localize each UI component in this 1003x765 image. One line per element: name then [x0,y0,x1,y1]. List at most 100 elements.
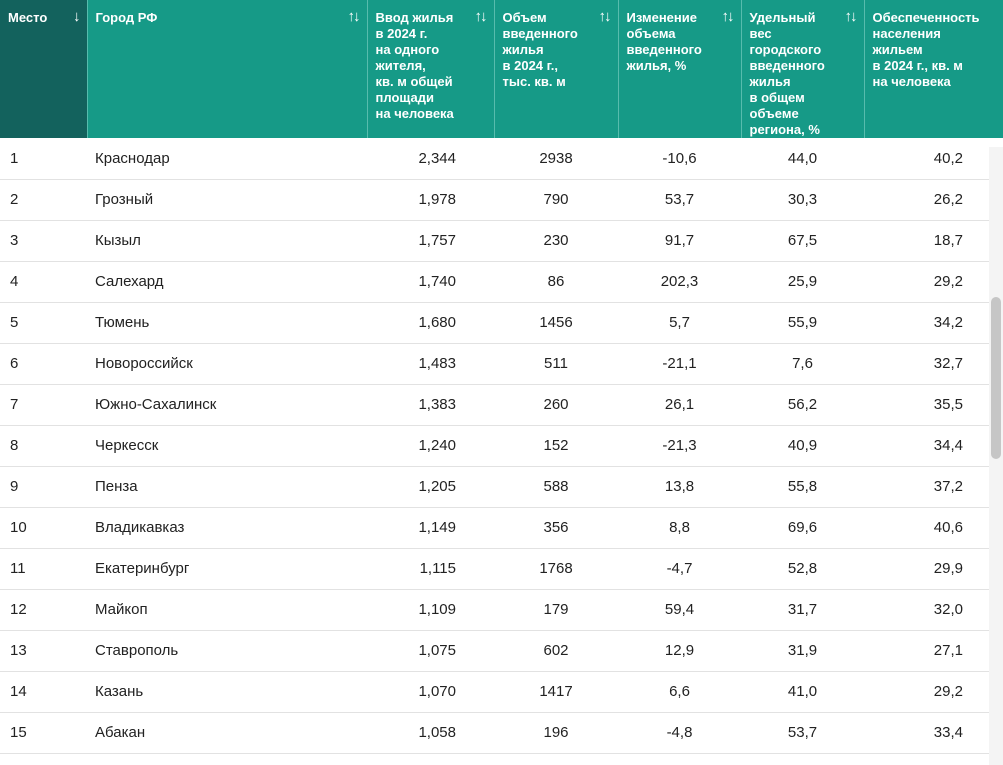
column-header-label: Место [8,10,48,25]
sort-toggle-icon[interactable]: ↑↓ [347,8,361,25]
cell-volume-change: -21,3 [618,425,741,467]
cell-housing-volume: 179 [494,589,618,631]
vertical-scrollbar[interactable] [989,147,1003,765]
table-row[interactable]: 11 Екатеринбург 1,115 1768 -4,7 52,8 29,9 [0,548,1003,590]
cell-housing-per-capita: 1,383 [367,384,494,426]
table-row[interactable]: 12 Майкоп 1,109 179 59,4 31,7 32,0 [0,589,1003,631]
table-row[interactable]: 15 Абакан 1,058 196 -4,8 53,7 33,4 [0,712,1003,754]
cell-city-share: 31,9 [741,630,864,672]
cell-housing-provision: 32,7 [864,343,1003,385]
table-row[interactable]: 6 Новороссийск 1,483 511 -21,1 7,6 32,7 [0,343,1003,385]
column-header-housing-volume[interactable]: Объем введенного жилья в 2024 г., тыс. к… [494,0,619,138]
table-row[interactable]: 13 Ставрополь 1,075 602 12,9 31,9 27,1 [0,630,1003,672]
cell-city-share: 25,9 [741,261,864,303]
scrollbar-thumb[interactable] [991,297,1001,459]
table-row[interactable]: 2 Грозный 1,978 790 53,7 30,3 26,2 [0,179,1003,221]
cell-city: Майкоп [87,589,367,631]
cell-city: Кызыл [87,220,367,262]
sort-toggle-icon[interactable]: ↑↓ [721,8,735,25]
cell-volume-change: 12,9 [618,630,741,672]
cell-housing-volume: 1768 [494,548,618,590]
cell-city: Ставрополь [87,630,367,672]
cell-volume-change: 53,7 [618,179,741,221]
sort-toggle-icon[interactable]: ↑↓ [598,8,612,25]
column-header-housing-per-capita[interactable]: Ввод жилья в 2024 г. на одного жителя, к… [367,0,495,138]
cell-housing-per-capita: 1,205 [367,466,494,508]
cell-volume-change: 91,7 [618,220,741,262]
cell-housing-volume: 260 [494,384,618,426]
table-row[interactable]: 14 Казань 1,070 1417 6,6 41,0 29,2 [0,671,1003,713]
cell-volume-change: 13,8 [618,466,741,508]
cell-housing-provision: 40,2 [864,138,1003,180]
cell-city-share: 40,9 [741,425,864,467]
table-header: Место ↓ Город РФ ↑↓ Ввод жилья в 2024 г.… [0,0,1003,138]
table-row[interactable]: 3 Кызыл 1,757 230 91,7 67,5 18,7 [0,220,1003,262]
cell-city: Пенза [87,466,367,508]
cell-housing-volume: 588 [494,466,618,508]
cell-volume-change: 6,6 [618,671,741,713]
cell-housing-per-capita: 1,058 [367,712,494,754]
cell-housing-provision: 27,1 [864,630,1003,672]
cell-city-share: 67,5 [741,220,864,262]
cell-rank: 15 [0,712,87,754]
column-header-city-share[interactable]: Удельный вес городского введенного жилья… [741,0,865,138]
table-row[interactable]: 4 Салехард 1,740 86 202,3 25,9 29,2 [0,261,1003,303]
sort-arrow-down-icon[interactable]: ↓ [73,8,80,25]
cell-city-share: 30,3 [741,179,864,221]
column-header-volume-change[interactable]: Изменение объема введенного жилья, % ↑↓ [618,0,742,138]
cell-housing-per-capita: 1,070 [367,671,494,713]
table-row[interactable]: 8 Черкесск 1,240 152 -21,3 40,9 34,4 [0,425,1003,467]
cell-volume-change: 59,4 [618,589,741,631]
cell-housing-volume: 1456 [494,302,618,344]
table-row[interactable]: 10 Владикавказ 1,149 356 8,8 69,6 40,6 [0,507,1003,549]
cell-city-share: 31,7 [741,589,864,631]
table-row[interactable]: 5 Тюмень 1,680 1456 5,7 55,9 34,2 [0,302,1003,344]
cell-housing-per-capita: 1,680 [367,302,494,344]
cell-volume-change: -4,8 [618,712,741,754]
cell-volume-change: 8,8 [618,507,741,549]
column-header-city[interactable]: Город РФ ↑↓ [87,0,368,138]
cell-housing-volume: 230 [494,220,618,262]
table-row[interactable]: 7 Южно-Сахалинск 1,383 260 26,1 56,2 35,5 [0,384,1003,426]
column-header-label: Город РФ [95,10,158,25]
cell-city-share: 56,2 [741,384,864,426]
cell-housing-per-capita: 1,757 [367,220,494,262]
cell-volume-change: -4,7 [618,548,741,590]
cell-rank: 2 [0,179,87,221]
cell-housing-provision: 29,2 [864,671,1003,713]
cell-housing-provision: 34,4 [864,425,1003,467]
table-row[interactable]: 9 Пенза 1,205 588 13,8 55,8 37,2 [0,466,1003,508]
cell-housing-volume: 602 [494,630,618,672]
cell-housing-provision: 32,0 [864,589,1003,631]
cell-housing-volume: 86 [494,261,618,303]
cell-city-share: 52,8 [741,548,864,590]
cell-housing-provision: 26,2 [864,179,1003,221]
cell-city-share: 69,6 [741,507,864,549]
cell-city-share: 55,8 [741,466,864,508]
cell-housing-provision: 34,2 [864,302,1003,344]
cell-city: Казань [87,671,367,713]
cell-housing-per-capita: 1,115 [367,548,494,590]
cell-housing-volume: 152 [494,425,618,467]
column-header-rank[interactable]: Место ↓ [0,0,88,138]
cell-city: Краснодар [87,138,367,180]
table-body: 1 Краснодар 2,344 2938 -10,6 44,0 40,2 2 Грозный… [0,138,1003,754]
column-header-housing-provision[interactable]: Обеспеченность населения жильем в 2024 г… [864,0,1003,138]
cell-rank: 12 [0,589,87,631]
cell-rank: 7 [0,384,87,426]
cell-housing-per-capita: 1,740 [367,261,494,303]
cell-housing-per-capita: 1,075 [367,630,494,672]
cell-city: Екатеринбург [87,548,367,590]
cell-housing-per-capita: 1,240 [367,425,494,467]
column-header-label: Объем введенного жилья в 2024 г., тыс. к… [502,10,578,89]
sort-toggle-icon[interactable]: ↑↓ [474,8,488,25]
cell-housing-volume: 196 [494,712,618,754]
column-header-label: Удельный вес городского введенного жилья… [749,10,825,137]
table-row[interactable]: 1 Краснодар 2,344 2938 -10,6 44,0 40,2 [0,138,1003,180]
cell-city-share: 7,6 [741,343,864,385]
sort-toggle-icon[interactable]: ↑↓ [844,8,858,25]
cell-housing-provision: 33,4 [864,712,1003,754]
cell-housing-volume: 2938 [494,138,618,180]
